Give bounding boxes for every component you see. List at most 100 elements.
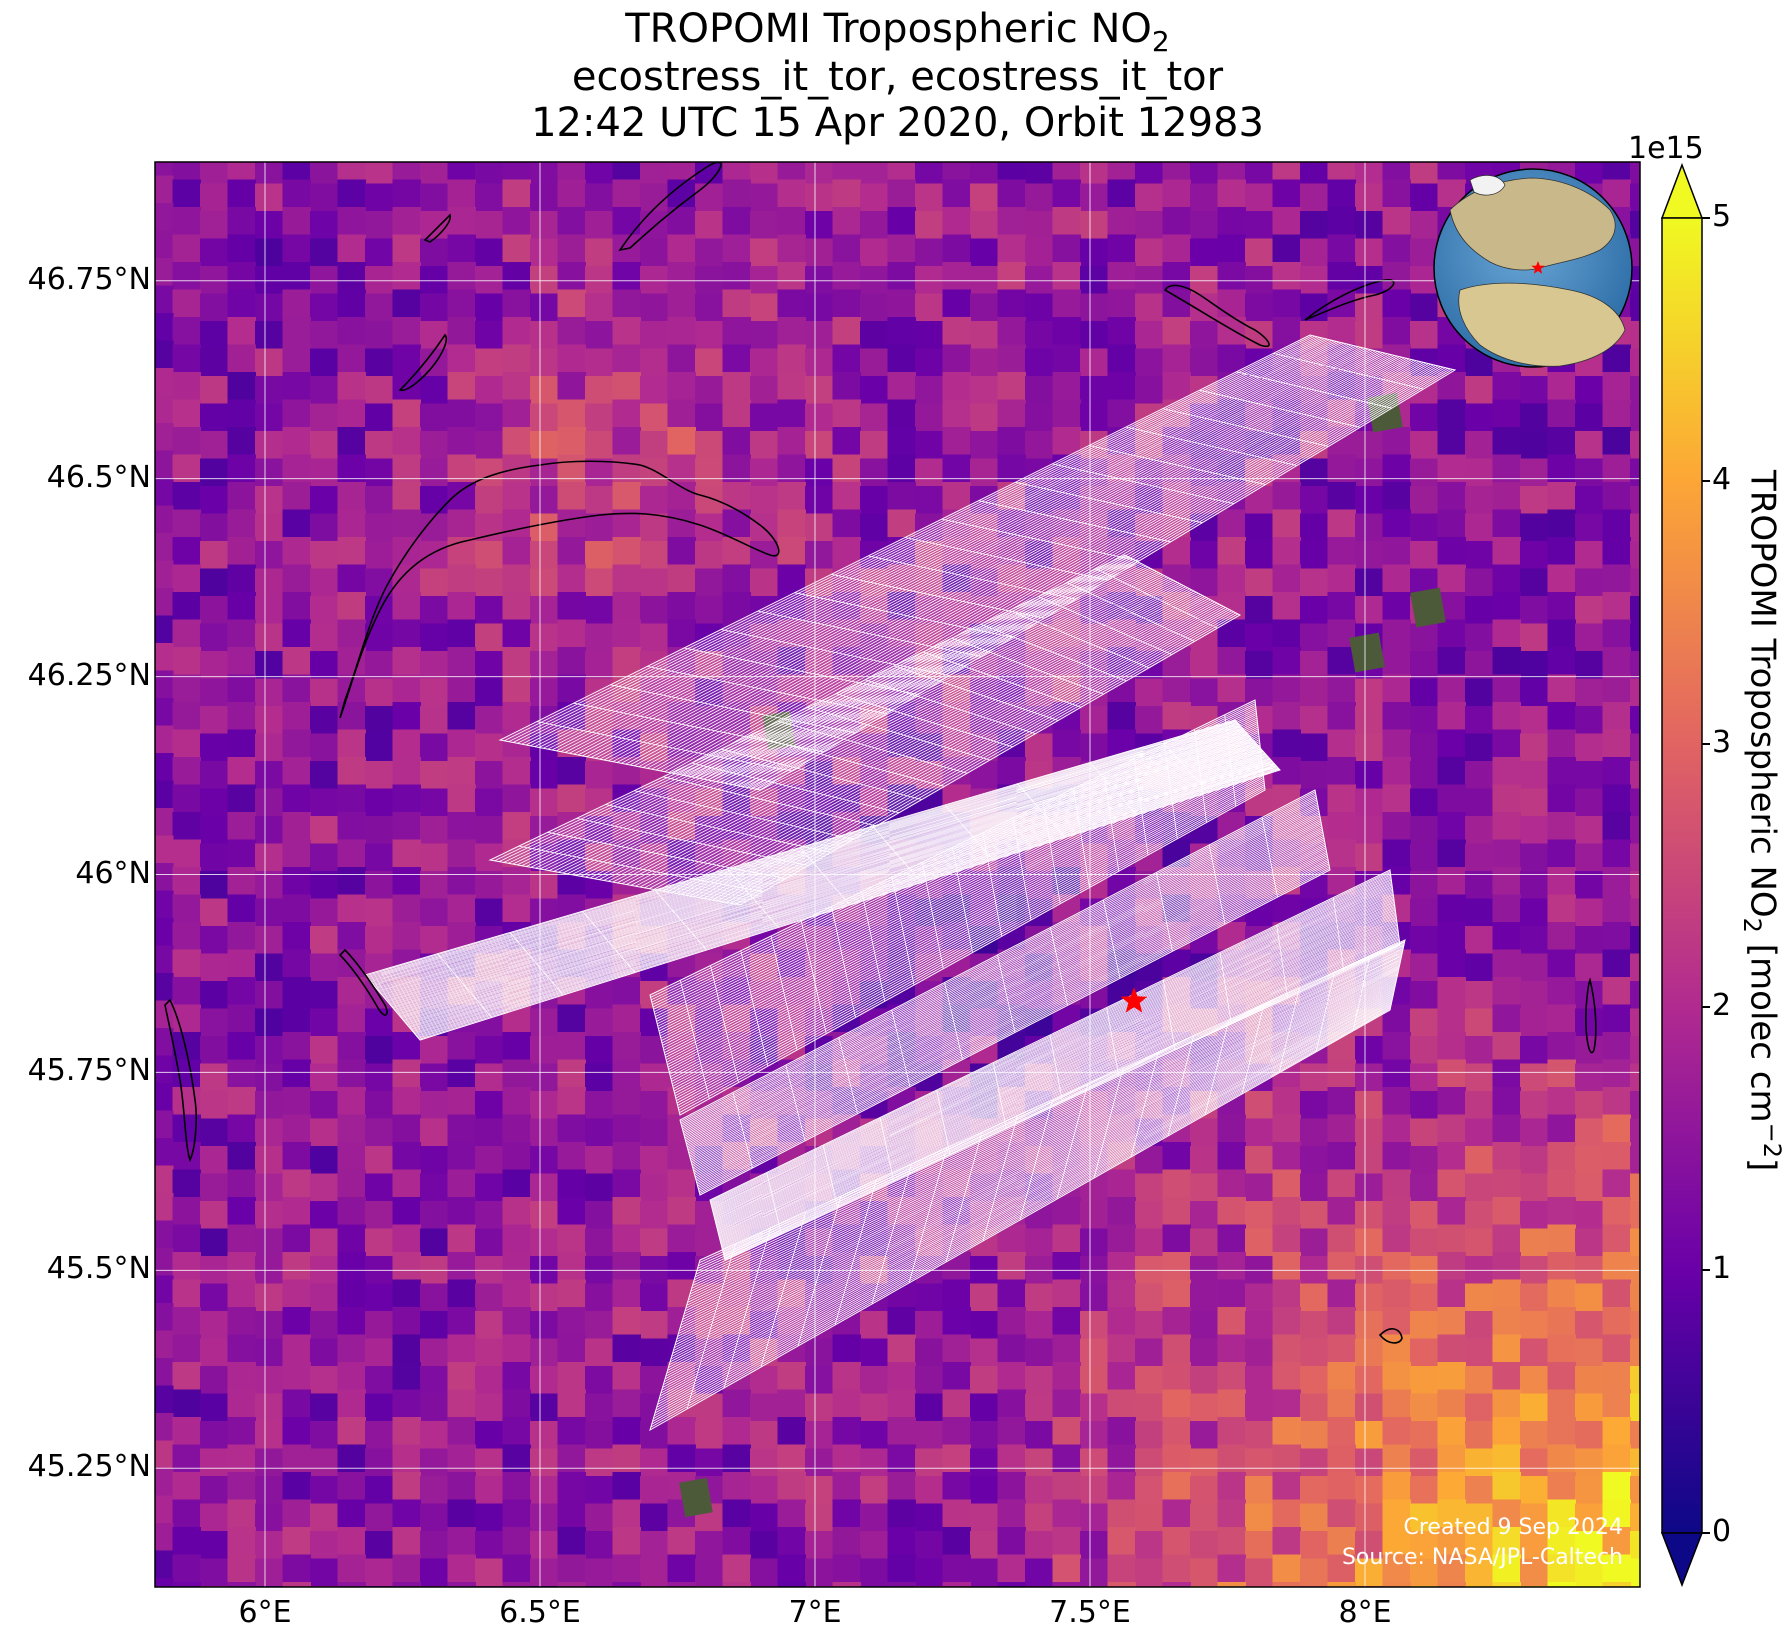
heatmap-cell <box>1327 757 1356 786</box>
heatmap-cell <box>1437 1224 1466 1253</box>
heatmap-cell <box>860 1338 889 1367</box>
heatmap-cell <box>1025 376 1054 405</box>
heatmap-cell <box>1602 949 1631 978</box>
heatmap-cell <box>1080 293 1109 322</box>
heatmap-cell <box>502 1059 531 1088</box>
heatmap-cell <box>502 344 531 373</box>
heatmap-cell <box>970 1558 999 1587</box>
heatmap-cell <box>200 953 229 982</box>
heatmap-cell <box>612 399 641 428</box>
heatmap-cell <box>447 1224 476 1253</box>
heatmap-cell <box>1575 1146 1604 1175</box>
heatmap-cell <box>310 1366 339 1395</box>
heatmap-cell <box>1217 1279 1246 1308</box>
heatmap-cell <box>1190 1558 1219 1587</box>
heatmap-cell <box>227 1499 256 1528</box>
heatmap-cell <box>1327 1279 1356 1308</box>
heatmap-cell <box>1190 211 1219 240</box>
heatmap-cell <box>282 674 311 703</box>
heatmap-cell <box>1520 513 1549 542</box>
heatmap-cell <box>502 702 531 731</box>
heatmap-cell <box>1630 953 1640 982</box>
heatmap-cell <box>1272 1307 1301 1336</box>
heatmap-cell <box>750 376 779 405</box>
heatmap-cell <box>172 839 201 868</box>
heatmap-cell <box>1575 926 1604 955</box>
heatmap-cell <box>337 1004 366 1033</box>
heatmap-cell <box>1465 898 1494 927</box>
heatmap-cell <box>1355 431 1384 460</box>
heatmap-cell <box>1410 1558 1439 1587</box>
heatmap-cell <box>1025 1338 1054 1367</box>
heatmap-cell <box>530 1503 559 1532</box>
heatmap-cell <box>667 1582 696 1587</box>
lat-tick-label: 45.75°N <box>27 1053 151 1089</box>
heatmap-cell <box>1217 1499 1246 1528</box>
heatmap-cell <box>1575 871 1604 900</box>
heatmap-cell <box>475 568 504 597</box>
heatmap-cell <box>1327 262 1356 291</box>
heatmap-cell <box>667 1087 696 1116</box>
heatmap-cell <box>1602 1169 1631 1198</box>
heatmap-cell <box>310 348 339 377</box>
heatmap-cell <box>227 289 256 318</box>
heatmap-cell <box>420 1393 449 1422</box>
heatmap-cell <box>1575 1476 1604 1505</box>
heatmap-cell <box>420 1063 449 1092</box>
heatmap-cell <box>970 162 999 185</box>
heatmap-cell <box>612 1032 641 1061</box>
heatmap-cell <box>475 1338 504 1367</box>
heatmap-cell <box>475 623 504 652</box>
heatmap-cell <box>200 1531 229 1560</box>
heatmap-cell <box>1300 1173 1329 1202</box>
heatmap-cell <box>1437 674 1466 703</box>
imagery-patch <box>1349 632 1385 673</box>
heatmap-cell <box>1355 596 1384 625</box>
heatmap-cell <box>1575 816 1604 845</box>
heatmap-cell <box>1437 1114 1466 1143</box>
heatmap-cell <box>1465 376 1494 405</box>
heatmap-cell <box>667 162 696 181</box>
heatmap-cell <box>585 1448 614 1477</box>
heatmap-cell <box>502 1472 531 1501</box>
heatmap-cell <box>1547 509 1576 538</box>
heatmap-cell <box>1025 403 1054 432</box>
heatmap-cell <box>1107 207 1136 236</box>
heatmap-cell <box>1355 1476 1384 1505</box>
heatmap-cell <box>832 482 861 511</box>
heatmap-cell <box>502 234 531 263</box>
heatmap-cell <box>1547 1334 1576 1363</box>
heatmap-cell <box>172 1362 201 1391</box>
heatmap-cell <box>420 1476 449 1505</box>
heatmap-cell <box>420 651 449 680</box>
heatmap-cell <box>282 1472 311 1501</box>
heatmap-cell <box>420 898 449 927</box>
heatmap-cell <box>722 1499 751 1528</box>
heatmap-cell <box>1437 344 1466 373</box>
heatmap-cell <box>557 1582 586 1587</box>
heatmap-cell <box>1327 1362 1356 1391</box>
heatmap-cell <box>1410 162 1439 185</box>
heatmap-cell <box>227 647 256 676</box>
heatmap-cell <box>585 183 614 212</box>
heatmap-cell <box>1602 647 1631 676</box>
heatmap-cell <box>887 1417 916 1446</box>
heatmap-cell <box>1630 1063 1640 1092</box>
heatmap-cell <box>887 344 916 373</box>
heatmap-cell <box>1492 1417 1521 1446</box>
heatmap-cell <box>640 183 669 212</box>
colorbar-tick-mark <box>1702 480 1710 482</box>
heatmap-cell <box>1382 162 1411 181</box>
heatmap-cell <box>530 486 559 515</box>
heatmap-cell <box>1602 894 1631 923</box>
heatmap-cell <box>942 537 971 566</box>
heatmap-cell <box>420 1283 449 1312</box>
heatmap-cell <box>915 321 944 350</box>
heatmap-cell <box>502 1582 531 1587</box>
heatmap-cell <box>310 1146 339 1175</box>
heatmap-cell <box>282 1582 311 1587</box>
heatmap-cell <box>1080 1311 1109 1340</box>
heatmap-cell <box>310 1531 339 1560</box>
heatmap-cell <box>1245 1228 1274 1257</box>
heatmap-cell <box>1520 651 1549 680</box>
